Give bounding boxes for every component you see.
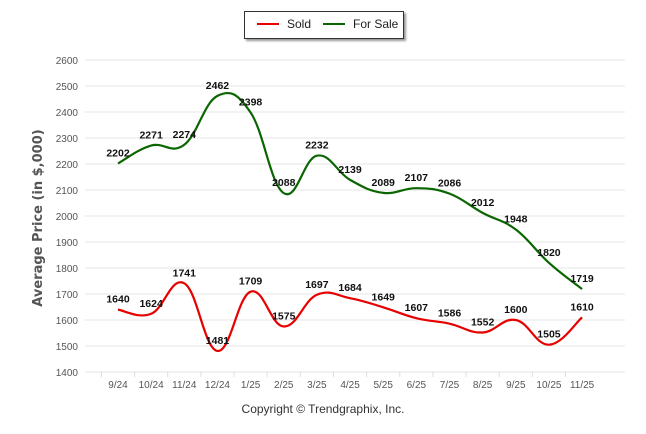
data-label: 1649 (372, 291, 396, 303)
x-tick-label: 10/24 (139, 380, 164, 391)
legend-label-for-sale: For Sale (353, 17, 399, 31)
data-label: 1607 (405, 302, 429, 314)
data-label: 2271 (139, 130, 163, 142)
data-label: 1586 (438, 308, 462, 320)
data-label: 1640 (106, 294, 130, 306)
data-label: 1719 (570, 273, 594, 285)
data-label: 2089 (372, 177, 396, 189)
y-axis-label: Average Price (in $,000) (31, 129, 46, 306)
x-tick-label: 12/24 (205, 380, 230, 391)
x-tick-label: 11/24 (172, 380, 197, 391)
y-axis-ticks: 1400 1500 1600 1700 1800 1900 2000 2100 2200 2300… (56, 56, 79, 379)
data-label: 1505 (537, 329, 561, 341)
y-tick-label: 1700 (56, 290, 79, 301)
legend-item-for-sale[interactable]: For Sale (323, 17, 398, 31)
data-label: 2088 (272, 177, 296, 189)
data-label: 2274 (173, 129, 197, 141)
data-label: 1741 (173, 267, 197, 279)
y-tick-label: 2000 (56, 212, 79, 223)
data-label: 2012 (471, 197, 495, 209)
legend-label-sold: Sold (287, 17, 312, 31)
y-tick-label: 2600 (56, 56, 79, 67)
x-tick-label: 9/24 (108, 380, 128, 391)
legend-item-sold[interactable]: Sold (257, 17, 311, 31)
y-tick-label: 2200 (56, 160, 79, 171)
x-axis-ticks: 9/24 10/24 11/24 12/24 1/25 2/25 3/25 4/25 5/25 6… (100, 372, 595, 391)
data-label: 1575 (272, 311, 296, 323)
legend: Sold For Sale (244, 11, 404, 39)
x-tick-label: 1/25 (241, 380, 261, 391)
data-label: 2462 (206, 80, 230, 92)
y-tick-label: 2500 (56, 82, 79, 93)
y-tick-label: 1400 (56, 368, 79, 379)
data-label: 2398 (239, 97, 263, 109)
data-label: 1697 (305, 279, 329, 291)
data-label: 1600 (504, 304, 528, 316)
data-label: 1610 (570, 301, 594, 313)
series-line-sold (117, 281, 583, 353)
y-tick-label: 1900 (56, 238, 79, 249)
x-tick-label: 8/25 (473, 380, 493, 391)
data-label: 1709 (239, 276, 263, 288)
copyright-text: Copyright © Trendgraphix, Inc. (241, 402, 405, 416)
data-label: 1624 (139, 298, 163, 310)
series-lines (117, 91, 583, 353)
data-label: 1481 (206, 335, 230, 347)
x-tick-label: 6/25 (407, 380, 427, 391)
x-tick-label: 3/25 (307, 380, 327, 391)
x-tick-label: 7/25 (440, 380, 460, 391)
x-tick-label: 2/25 (274, 380, 294, 391)
data-label: 2232 (305, 140, 329, 152)
y-tick-label: 2300 (56, 134, 79, 145)
data-label: 1948 (504, 214, 528, 226)
data-label: 1552 (471, 316, 495, 328)
data-label: 2086 (438, 178, 462, 190)
x-tick-label: 9/25 (506, 380, 526, 391)
data-label: 2139 (338, 164, 362, 176)
series-line-for-sale (117, 91, 583, 290)
data-label: 2107 (405, 172, 429, 184)
x-tick-label: 10/25 (536, 380, 561, 391)
for-sale-swatch (323, 23, 345, 25)
grid-lines (85, 59, 625, 373)
x-tick-label: 4/25 (340, 380, 360, 391)
y-tick-label: 1600 (56, 316, 79, 327)
data-label: 1820 (537, 247, 561, 259)
y-tick-label: 1500 (56, 342, 79, 353)
y-tick-label: 2400 (56, 108, 79, 119)
x-tick-label: 11/25 (570, 380, 595, 391)
x-tick-label: 5/25 (373, 380, 393, 391)
data-labels: 1640 1624 1741 1481 1709 1575 1697 1684 1649 1607… (106, 80, 594, 347)
y-tick-label: 1800 (56, 264, 79, 275)
y-tick-label: 2100 (56, 186, 79, 197)
data-label: 1684 (338, 282, 362, 294)
sold-swatch (257, 23, 279, 25)
data-label: 2202 (106, 147, 130, 159)
